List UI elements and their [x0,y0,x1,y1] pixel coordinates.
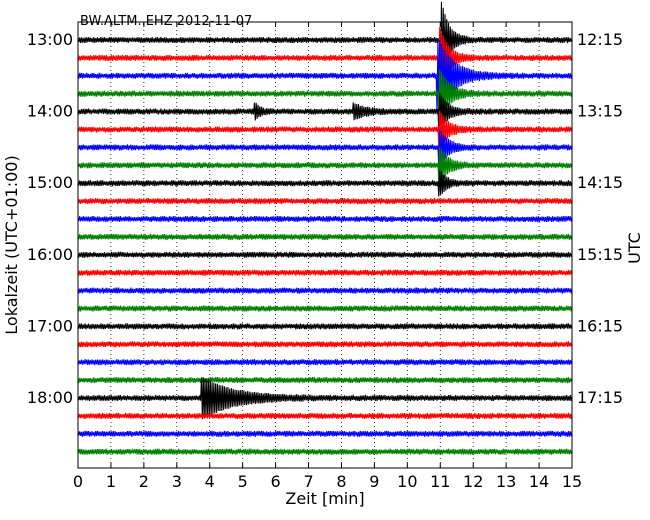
right-tick-label: 13:15 [577,102,623,121]
x-tick-label: 0 [73,472,83,491]
x-tick-label: 14 [529,472,549,491]
x-tick-label: 8 [336,472,346,491]
trace-9 [77,170,573,197]
left-tick-label: 17:00 [27,316,73,335]
left-tick-label: 18:00 [27,388,73,407]
trace-19 [77,358,573,366]
plot-frame [77,21,573,469]
x-tick-label: 13 [496,472,516,491]
right-tick-label: 17:15 [577,388,623,407]
trace-17 [77,323,573,330]
right-axis-ticks: 12:15 13:15 14:15 15:15 16:15 17:15 [567,30,623,407]
trace-24 [77,447,573,455]
trace-6 [77,110,573,148]
trace-11 [77,215,573,223]
trace-18 [77,341,573,348]
trace-21 [77,377,573,420]
x-gridlines [110,22,540,468]
left-tick-label: 14:00 [27,102,73,121]
x-axis-ticks: 0 1 2 3 4 5 6 7 8 9 10 11 12 13 14 15 [73,22,582,491]
x-tick-label: 7 [303,472,313,491]
left-y-axis-label: Lokalzeit (UTC+01:00) [2,155,21,334]
trace-13 [77,251,573,259]
left-tick-label: 16:00 [27,245,73,264]
x-tick-label: 5 [238,472,248,491]
x-axis-label: Zeit [min] [285,489,364,508]
right-tick-label: 14:15 [577,173,623,192]
right-tick-label: 15:15 [577,245,623,264]
trace-5 [77,92,573,131]
right-tick-label: 12:15 [577,30,623,49]
seismogram-traces [77,1,573,455]
trace-3 [77,38,573,115]
chart-title: BW.ALTM..EHZ 2012-11-07 [80,14,252,29]
x-tick-label: 11 [430,472,450,491]
trace-14 [77,268,573,276]
left-axis-ticks: 13:00 14:00 15:00 16:00 17:00 18:00 [27,30,83,407]
x-tick-label: 4 [205,472,215,491]
trace-16 [77,305,573,312]
x-tick-label: 1 [106,472,116,491]
x-tick-label: 6 [271,472,281,491]
trace-22 [77,412,573,420]
x-tick-label: 3 [172,472,182,491]
trace-23 [77,429,573,437]
trace-12 [77,233,573,240]
trace-8 [77,146,573,185]
left-tick-label: 13:00 [27,30,73,49]
x-tick-label: 9 [369,472,379,491]
left-tick-label: 15:00 [27,173,73,192]
right-tick-label: 16:15 [577,316,623,335]
trace-20 [77,377,573,384]
trace-2 [77,27,573,89]
trace-15 [77,287,573,295]
trace-7 [77,129,573,167]
x-tick-label: 10 [397,472,417,491]
x-tick-label: 2 [139,472,149,491]
trace-1 [77,1,573,79]
trace-4 [77,69,573,118]
x-tick-label: 12 [463,472,483,491]
trace-10 [77,197,573,205]
right-y-axis-label: UTC [625,232,644,264]
x-tick-label: 15 [562,472,582,491]
